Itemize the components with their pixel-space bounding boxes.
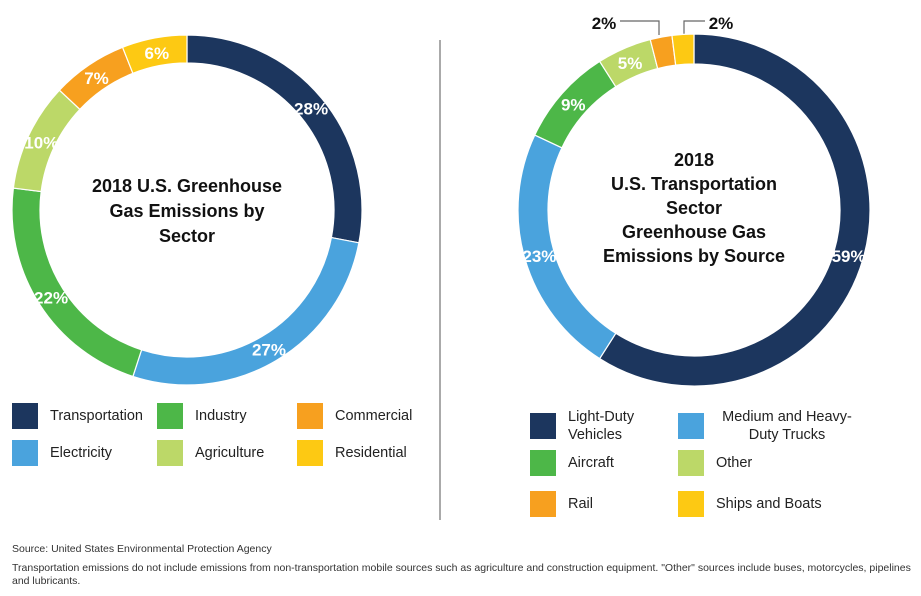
legend-swatch [157,440,183,466]
legend-label: Ships and Boats [716,496,822,512]
data-label: 6% [145,44,170,63]
slice-ships-and-boats [671,33,695,66]
chart-title-line: Greenhouse Gas [622,222,766,242]
legend-label: Commercial [335,408,413,424]
footnote-text: Transportation emissions do not include … [12,562,911,587]
legend-item: Aircraft [530,450,670,476]
legend-swatch [678,413,704,439]
legend-label: Medium and Heavy-Duty Trucks [722,409,852,443]
slice-light-duty-vehicles [598,33,871,387]
data-label: 9% [561,96,586,115]
slice-electricity [132,236,360,386]
data-label: 59% [832,247,866,266]
legend-swatch [678,491,704,517]
legend-item: Transportation [12,403,152,429]
legend-label: Electricity [50,445,113,461]
legend-label: Other [716,455,753,471]
data-label: 23% [522,247,556,266]
legend-item: Other [678,450,858,476]
legend-swatch [530,413,556,439]
legend-item: Agriculture [157,440,292,466]
data-label: 27% [252,341,286,360]
legend-swatch [157,403,183,429]
legend-item: Ships and Boats [678,491,858,517]
legend-swatch [297,440,323,466]
legend-label: Rail [568,496,593,512]
chart-title-line: Sector [666,198,722,218]
legend-swatch [530,491,556,517]
source-text: Source: United States Environmental Prot… [12,543,272,555]
legend-swatch [297,403,323,429]
data-label: 2% [592,14,617,33]
legend-swatch [12,440,38,466]
data-label: 22% [34,288,68,307]
legend-label: Industry [195,408,247,424]
leader-line-ships [683,20,705,35]
data-label: 28% [294,99,328,118]
legend-item: Electricity [12,440,152,466]
legend-label: Transportation [50,408,143,424]
legend-label: Residential [335,445,407,461]
chart-title-line: Emissions by Source [603,246,785,266]
data-label: 7% [84,69,109,88]
legend-item: Rail [530,491,670,517]
legend-swatch [530,450,556,476]
legend-item: Medium and Heavy-Duty Trucks [678,408,858,444]
chart-title-line: 2018 [674,150,714,170]
data-label: 10% [24,133,58,152]
leader-line-rail [620,20,660,35]
legend-item: Residential [297,440,427,466]
legend-label: Aircraft [568,455,614,471]
legend-item: Commercial [297,403,427,429]
chart-title-line: Gas Emissions by [109,201,264,221]
data-label: 2% [709,14,734,33]
legend-label: Light-Duty Vehicles [568,409,635,443]
legend-item: Light-Duty Vehicles [530,408,670,444]
legend-item: Industry [157,403,292,429]
data-label: 5% [618,54,643,73]
chart-title-line: 2018 U.S. Greenhouse [92,176,282,196]
chart-title-line: U.S. Transportation [611,174,777,194]
legend-swatch [678,450,704,476]
slice-residential [121,34,188,75]
legend-swatch [12,403,38,429]
legend-label: Agriculture [195,445,265,461]
chart-title-line: Sector [159,226,215,246]
